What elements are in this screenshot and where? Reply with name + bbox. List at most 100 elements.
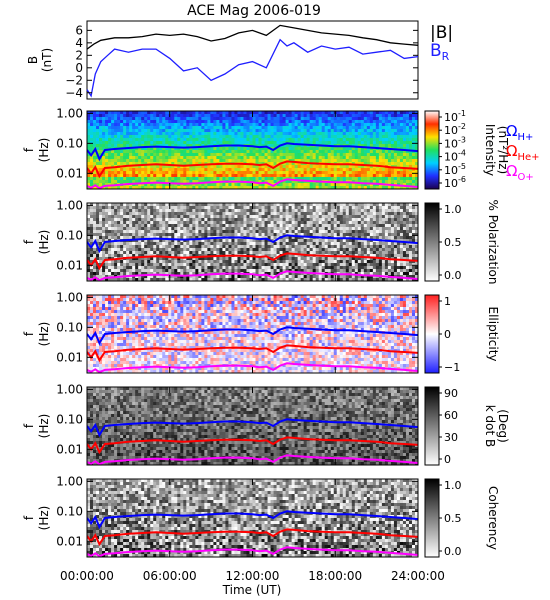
legend-omega-o: ΩO+	[506, 162, 534, 183]
y-tick-label: 2	[75, 48, 83, 62]
series-line-br	[86, 38, 419, 98]
colorbar-tick-base: 10	[444, 151, 458, 164]
colorbar-tick-base: 10	[444, 164, 458, 177]
heatmap-cells	[87, 295, 418, 373]
x-tick-label: 24:00:00	[391, 569, 445, 583]
cyclotron-line-o-plus	[87, 362, 418, 373]
y-axis-unit: (Hz)	[37, 322, 51, 347]
y-tick-label: 1.00	[56, 382, 83, 396]
y-tick-label: 1.00	[56, 198, 83, 212]
colorbar-tick-exponent: -2	[458, 122, 466, 131]
y-tick-label: −2	[65, 73, 83, 87]
x-tick-label: 00:00:00	[60, 569, 114, 583]
legend-br-main: B	[430, 41, 442, 61]
colorbar-tick-base: −1	[444, 361, 460, 374]
b-field-y-label: B	[26, 56, 40, 64]
cyclotron-line-o-plus	[87, 454, 418, 465]
panel--polarization: 1.00 0.10 0.01 f (Hz) 1.0 0.5 0.0 % Polarization	[22, 198, 500, 284]
x-tick-label: 18:00:00	[308, 569, 362, 583]
y-tick-label: 6	[75, 23, 83, 37]
colorbar-tick-label: 10-4	[444, 149, 466, 164]
y-axis-unit: (Hz)	[37, 506, 51, 531]
cyclotron-line-h-plus	[87, 234, 418, 254]
colorbar-tick-exponent: -5	[458, 162, 466, 171]
y-tick-label: 0.10	[56, 504, 83, 518]
colorbar	[424, 478, 440, 558]
legend-omega-o-main: Ω	[506, 162, 517, 180]
colorbar-tick-base: 10	[444, 111, 458, 124]
panel-ellipticity: 1.00 0.10 0.01 f (Hz) 1 0 −1 Ellipticity	[22, 290, 500, 374]
colorbar-tick-base: 10	[444, 177, 458, 190]
cyclotron-line-h-plus	[87, 142, 418, 162]
colorbar-tick-base: 10	[444, 124, 458, 137]
panel-b-frame	[86, 20, 419, 100]
x-tick-label: 12:00:00	[226, 569, 280, 583]
cyclotron-line-h-plus	[87, 418, 418, 438]
spectral-panels: 1.000.100.01f (Hz)10-110-210-310-410-510-…	[22, 106, 510, 558]
colorbar-tick-exponent: -4	[458, 149, 466, 158]
colorbar-tick-base: 0.0	[444, 269, 462, 282]
colorbar-tick-label: 10-5	[444, 162, 466, 177]
colorbar-label: % Polarization	[486, 200, 500, 285]
colorbar-tick-base: 0	[444, 328, 451, 341]
y-tick-label: 0.10	[56, 136, 83, 150]
colorbar-tick-base: 10	[444, 137, 458, 150]
y-tick-label: 4	[75, 36, 83, 50]
y-tick-label: 0.01	[56, 258, 83, 272]
y-tick-label: 0.01	[56, 534, 83, 548]
y-axis-label: f	[22, 515, 36, 520]
cyclotron-line-he-plus	[87, 252, 418, 271]
colorbar-label: Intensity	[483, 124, 497, 176]
colorbar-tick-base: 1.0	[444, 479, 462, 492]
colorbar-tick-base: 1.0	[444, 203, 462, 216]
heatmap-cells	[87, 203, 418, 281]
cyclotron-line-he-plus	[87, 344, 418, 363]
y-tick-label: 0.01	[56, 442, 83, 456]
cyclotron-line-o-plus	[87, 178, 418, 189]
legend-abs-b: |B|	[430, 23, 453, 43]
colorbar-tick-label: 0.5	[444, 512, 462, 525]
legend-omega-o-sub: O+	[517, 172, 533, 183]
cyclotron-line-he-plus	[87, 160, 418, 179]
colorbar-tick-base: 90	[444, 387, 458, 400]
y-axis-label: f	[22, 239, 36, 244]
colorbar-tick-label: 90	[444, 387, 458, 400]
colorbar-tick-label: 10-3	[444, 135, 466, 150]
y-tick-label: 1.00	[56, 290, 83, 304]
y-axis-unit: (Hz)	[37, 230, 51, 255]
colorbar-tick-base: 30	[444, 431, 458, 444]
y-axis-label: f	[22, 147, 36, 152]
legend-omega-h-sub: H+	[517, 132, 533, 143]
y-tick-label: 0.10	[56, 228, 83, 242]
colorbar-tick-label: 30	[444, 431, 458, 444]
colorbar-tick-label: 1	[444, 295, 451, 308]
cyclotron-legend: ΩH+ ΩHe+ ΩO+	[506, 122, 540, 183]
cyclotron-line-h-plus	[87, 510, 418, 530]
b-field-y-unit: (nT)	[40, 48, 54, 72]
colorbar-tick-label: 60	[444, 409, 458, 422]
y-axis-label: f	[22, 331, 36, 336]
y-axis-unit: (Hz)	[37, 138, 51, 163]
colorbar	[424, 386, 440, 466]
colorbar-tick-label: 0	[444, 328, 451, 341]
cyclotron-line-he-plus	[87, 436, 418, 455]
legend-br-sub: R	[442, 50, 450, 63]
y-tick-label: 0.10	[56, 412, 83, 426]
legend-omega-h: ΩH+	[506, 122, 533, 143]
colorbar-tick-label: 0.0	[444, 269, 462, 282]
figure-title: ACE Mag 2006-019	[187, 3, 321, 19]
series-line-abs-b	[86, 24, 419, 50]
colorbar-tick-exponent: -6	[458, 175, 466, 184]
colorbar-unit: (nT²/Hz)	[496, 126, 510, 174]
cyclotron-line-h-plus	[87, 326, 418, 346]
cyclotron-line-o-plus	[87, 546, 418, 557]
colorbar-label: Coherency	[486, 486, 500, 550]
heatmap-cells	[87, 479, 418, 557]
x-axis-label: Time (UT)	[222, 583, 282, 597]
cyclotron-line-he-plus	[87, 528, 418, 547]
colorbar-tick-base: 0.5	[444, 236, 462, 249]
y-tick-label: 0.10	[56, 320, 83, 334]
panel-intensity: 1.000.100.01f (Hz)10-110-210-310-410-510-…	[22, 106, 510, 190]
